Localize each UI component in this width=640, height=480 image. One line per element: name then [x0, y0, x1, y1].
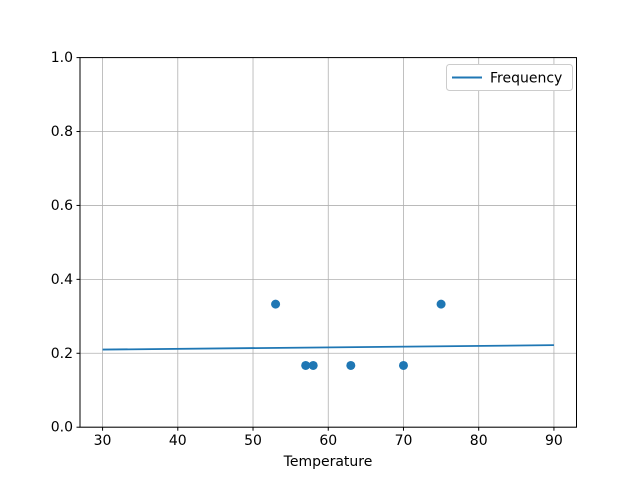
scatter-point [436, 299, 446, 309]
plot-marks: 30 40 50 60 70 80 90 0.0 0.2 0.4 0.6 0.8 1.0 [51, 50, 577, 449]
series-line [102, 344, 554, 351]
x-axis-label: Temperature [283, 454, 373, 470]
x-tick-label: 90 [545, 433, 563, 449]
y-tick-label: 0.4 [51, 272, 73, 288]
scatter-point [301, 360, 311, 370]
y-tick-label: 0.0 [51, 420, 73, 436]
x-tick-label: 80 [470, 433, 488, 449]
scatter-point [346, 360, 356, 370]
legend: Frequency [446, 64, 573, 91]
legend-label: Frequency [490, 71, 562, 87]
x-tick-label: 60 [319, 433, 337, 449]
x-tick-label: 40 [169, 433, 187, 449]
scatter-point [398, 360, 408, 370]
scatter-point [271, 299, 281, 309]
y-tick-label: 1.0 [51, 50, 73, 66]
y-tick-label: 0.2 [51, 346, 73, 362]
scatter-point [308, 360, 318, 370]
x-tick-label: 70 [395, 433, 413, 449]
legend-box [446, 64, 573, 91]
y-tick-label: 0.8 [51, 124, 73, 140]
y-tick-label: 0.6 [51, 198, 73, 214]
x-tick-label: 50 [244, 433, 262, 449]
x-tick-label: 30 [94, 433, 112, 449]
